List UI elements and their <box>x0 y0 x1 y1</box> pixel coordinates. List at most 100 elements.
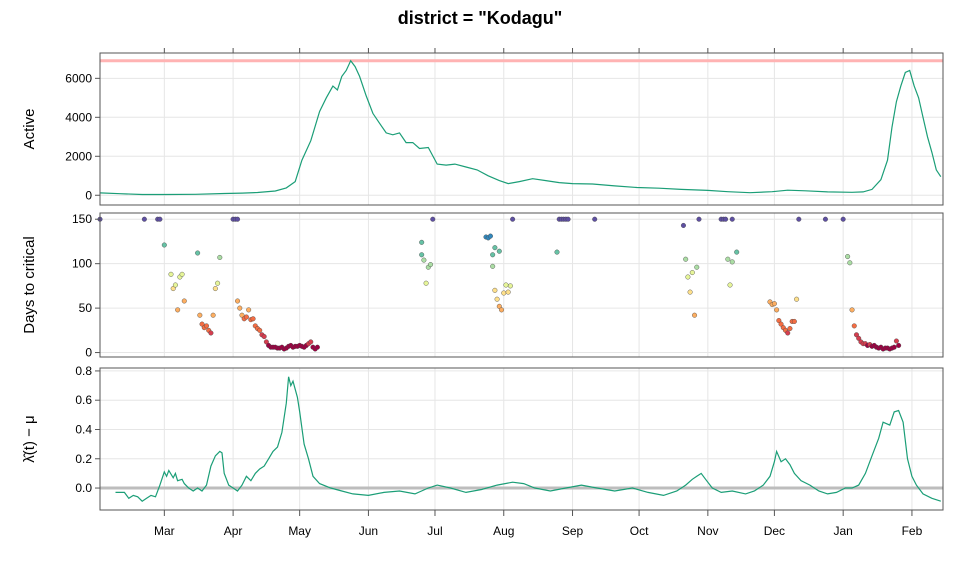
scatter-point <box>181 298 187 304</box>
scatter-point <box>687 289 693 295</box>
series-line-active <box>99 59 942 196</box>
scatter-point <box>689 270 695 276</box>
panel-border <box>99 52 944 206</box>
scatter-point <box>778 321 784 327</box>
scatter-point <box>246 307 252 313</box>
y-axis-title: Days to critical <box>21 236 38 334</box>
y-tick-label: 0.6 <box>75 393 92 407</box>
scatter-point <box>683 256 689 262</box>
y-tick-label: 0.8 <box>75 364 92 378</box>
scatter-point <box>157 216 163 222</box>
scatter-point <box>496 248 502 254</box>
scatter-point <box>487 233 493 239</box>
x-tick-label: Dec <box>764 524 785 538</box>
scatter-point <box>243 314 249 320</box>
scatter-point <box>734 249 740 255</box>
x-axis: Mar Apr May Jun Jul Aug Sep Oct Nov Dec Jan Feb <box>154 510 923 538</box>
scatter-point <box>217 254 223 260</box>
panel-border <box>99 212 944 358</box>
scatter-point <box>776 318 782 324</box>
scatter-point <box>851 323 857 329</box>
x-tick-label: Aug <box>493 524 514 538</box>
x-tick-label: Jun <box>359 524 378 538</box>
scatter-point <box>853 332 859 338</box>
scatter-point <box>257 327 263 333</box>
scatter-point <box>490 252 496 258</box>
scatter-point <box>263 339 269 345</box>
scatter-point <box>210 312 216 318</box>
scatter-point <box>175 307 181 313</box>
x-tick-label: Jul <box>427 524 442 538</box>
scatter-point <box>822 216 828 222</box>
y-tick-label: 2000 <box>65 149 92 163</box>
scatter-point <box>499 307 505 313</box>
x-tick-label: Feb <box>902 524 923 538</box>
scatter-point <box>208 330 214 336</box>
x-tick-label: Oct <box>630 524 649 538</box>
scatter-point <box>492 287 498 293</box>
scatter-point <box>847 260 853 266</box>
scatter-point <box>727 282 733 288</box>
scatter-point <box>197 312 203 318</box>
y-axis-title: Active <box>21 109 38 150</box>
scatter-point <box>250 316 256 322</box>
scatter-point <box>896 342 902 348</box>
scatter-point <box>490 263 496 269</box>
scatter-point <box>771 301 777 307</box>
scatter-point <box>494 296 500 302</box>
scatter-point <box>729 216 735 222</box>
y-tick-label: 0.4 <box>75 422 92 436</box>
y-tick-label: 0 <box>85 346 92 360</box>
scatter-point <box>239 312 245 318</box>
scatter-point <box>785 330 791 336</box>
scatter-point <box>199 321 205 327</box>
y-tick-label: 4000 <box>65 110 92 124</box>
scatter-point <box>692 312 698 318</box>
scatter-point <box>505 289 511 295</box>
scatter-point <box>421 257 427 263</box>
scatter-point <box>840 216 846 222</box>
scatter-point <box>729 259 735 265</box>
scatter-point <box>685 274 691 280</box>
scatter-point <box>856 335 862 341</box>
scatter-point <box>215 280 221 286</box>
panel-days-to-critical: 0 50 100 150 Days to critical <box>21 212 944 360</box>
y-tick-label: 0 <box>85 188 92 202</box>
scatter-point <box>237 305 243 311</box>
scatter-point <box>314 344 320 350</box>
x-tick-label: Sep <box>562 524 584 538</box>
scatter-point <box>172 282 178 288</box>
scatter-point <box>723 216 729 222</box>
scatter-point <box>492 245 498 251</box>
scatter-point <box>430 216 436 222</box>
x-tick-label: Mar <box>154 524 175 538</box>
scatter-point <box>503 282 509 288</box>
y-tick-label: 150 <box>72 212 92 226</box>
scatter-point <box>168 271 174 277</box>
scatter-point <box>849 307 855 313</box>
scatter-point <box>212 286 218 292</box>
scatter-point <box>170 286 176 292</box>
y-axis-title: λ̂(t) − μ <box>21 415 38 462</box>
scatter-point <box>694 264 700 270</box>
scatter-point <box>796 216 802 222</box>
scatter-point <box>501 290 507 296</box>
scatter-point <box>787 326 793 332</box>
scatter-point <box>179 271 185 277</box>
y-tick-label: 6000 <box>65 71 92 85</box>
scatter-point <box>507 283 513 289</box>
scatter-point <box>203 323 209 329</box>
scatter-point <box>235 298 241 304</box>
y-tick-label: 0.0 <box>75 481 92 495</box>
x-tick-label: Jan <box>833 524 852 538</box>
scatter-point <box>235 216 241 222</box>
y-tick-label: 0.2 <box>75 452 92 466</box>
scatter-point <box>195 250 201 256</box>
x-tick-label: May <box>288 524 311 538</box>
scatter-point <box>554 249 560 255</box>
scatter-point <box>308 339 314 345</box>
scatter-point <box>428 262 434 268</box>
y-tick-label: 50 <box>79 301 93 315</box>
scatter-point <box>774 307 780 313</box>
